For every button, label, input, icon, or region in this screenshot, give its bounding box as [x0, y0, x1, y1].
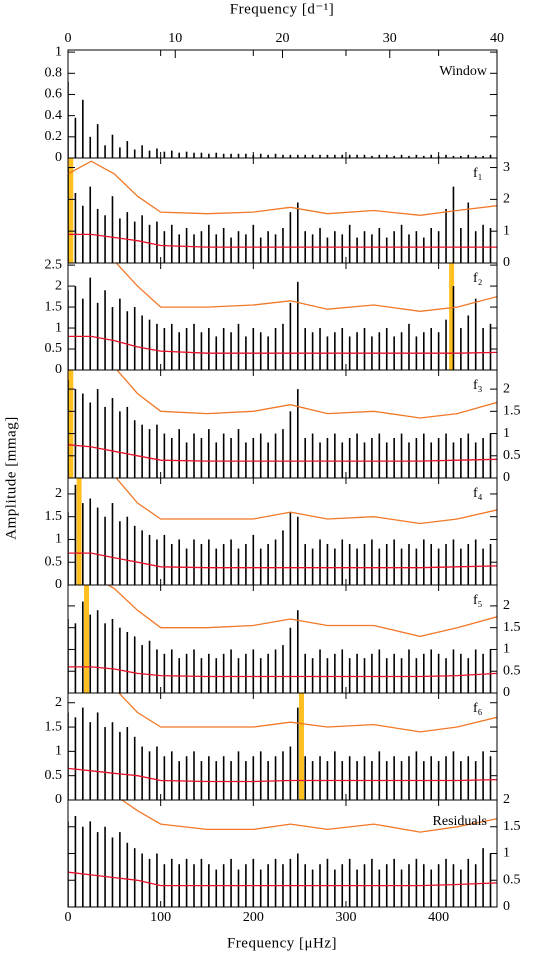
y-tick-label: 1: [55, 320, 62, 335]
y-tick-label: 1: [503, 426, 510, 441]
upper-curve: [116, 370, 497, 419]
y-tick-label: 1: [503, 642, 510, 657]
x2-tick-label: 30: [383, 31, 397, 46]
y-tick-label: 0.5: [503, 663, 521, 678]
panel-frame: [67, 49, 498, 159]
y-tick-label: 1.5: [45, 299, 63, 314]
lower-curve: [68, 233, 497, 248]
top-axis-title: Frequency [d⁻¹]: [230, 1, 334, 17]
y-tick-label: 0.5: [45, 554, 63, 569]
y-tick-label: 2: [55, 278, 62, 293]
y-tick-label: 0: [55, 792, 62, 807]
y-tick-label: 0: [55, 362, 62, 377]
y-tick-label: 2.5: [45, 257, 63, 272]
highlight-band: [84, 585, 90, 693]
y-tick-label: 0: [55, 150, 62, 165]
y-tick-label: 2: [503, 792, 510, 807]
y-tick-label: 0.8: [45, 66, 63, 81]
upper-curve: [120, 800, 497, 833]
x-tick-label: 300: [335, 910, 356, 925]
bottom-axis-title: Frequency [μHz]: [227, 935, 337, 951]
y-tick-label: 0.4: [45, 108, 63, 123]
y-tick-label: 0.5: [503, 448, 521, 463]
panel-plot: [68, 800, 497, 907]
y-tick-label: 2: [503, 192, 510, 207]
y-tick-label: 1: [503, 846, 510, 861]
upper-curve: [115, 478, 497, 525]
upper-curve: [115, 263, 497, 312]
y-tick-label: 2: [55, 695, 62, 710]
x2-tick-label: 20: [276, 31, 290, 46]
highlight-band: [449, 263, 455, 370]
panel-label: f₃: [473, 378, 483, 393]
x-tick-label: 0: [65, 910, 72, 925]
lower-curve: [68, 871, 497, 887]
lower-curve: [68, 666, 497, 678]
y-tick-label: 1: [55, 532, 62, 547]
y-axis-title: Amplitude [mmag]: [3, 416, 19, 539]
panel-plot: [68, 585, 497, 693]
y-tick-label: 0: [503, 255, 510, 270]
y-tick-label: 1.5: [45, 509, 63, 524]
x-tick-label: 400: [428, 910, 449, 925]
panel-plot: [68, 478, 497, 585]
y-tick-label: 0: [503, 685, 510, 700]
y-tick-label: 1.5: [503, 404, 521, 419]
x2-tick-label: 10: [168, 31, 182, 46]
y-tick-label: 0: [503, 470, 510, 485]
panel-label: f₅: [473, 593, 483, 608]
highlight-band: [76, 478, 82, 585]
y-tick-label: 0.6: [45, 87, 63, 102]
y-tick-label: 0.5: [45, 768, 63, 783]
upper-curve: [106, 585, 497, 638]
y-tick-label: 1: [55, 744, 62, 759]
panel-plot: [68, 693, 497, 800]
panel-label: Window: [439, 64, 488, 79]
y-tick-label: 3: [503, 160, 510, 175]
x2-tick-label: 0: [65, 31, 72, 46]
upper-curve: [68, 160, 497, 216]
y-tick-label: 0.5: [45, 341, 63, 356]
lower-curve: [68, 767, 497, 783]
x2-tick-label: 40: [490, 31, 504, 46]
y-tick-label: 0: [55, 577, 62, 592]
highlight-band: [68, 370, 74, 478]
y-tick-label: 1: [55, 44, 62, 59]
y-tick-label: 0.2: [45, 129, 63, 144]
highlight-band: [68, 158, 74, 263]
y-tick-label: 2: [503, 381, 510, 396]
lower-curve: [68, 335, 497, 354]
panel-plot: [68, 370, 497, 478]
highlight-band: [298, 693, 304, 800]
y-tick-label: 2: [503, 598, 510, 613]
y-tick-label: 1.5: [503, 819, 521, 834]
panel-label: f₂: [473, 271, 483, 286]
panel-plot: [68, 263, 497, 370]
x-tick-label: 100: [150, 910, 171, 925]
lower-curve: [68, 552, 497, 569]
y-tick-label: 1: [503, 223, 510, 238]
panel-label: f₆: [473, 701, 483, 716]
upper-curve: [118, 693, 497, 733]
y-tick-label: 0: [503, 899, 510, 914]
x-tick-label: 200: [243, 910, 264, 925]
panel-label: f₁: [473, 166, 483, 181]
y-tick-label: 1.5: [503, 620, 521, 635]
panel-label: Residuals: [433, 814, 487, 829]
lower-curve: [68, 444, 497, 462]
panel-plot: [68, 81, 492, 158]
y-tick-label: 2: [55, 486, 62, 501]
y-tick-label: 1.5: [45, 719, 63, 734]
panel-label: f₄: [473, 486, 483, 501]
panel-plot: [68, 158, 497, 263]
y-tick-label: 0.5: [503, 872, 521, 887]
